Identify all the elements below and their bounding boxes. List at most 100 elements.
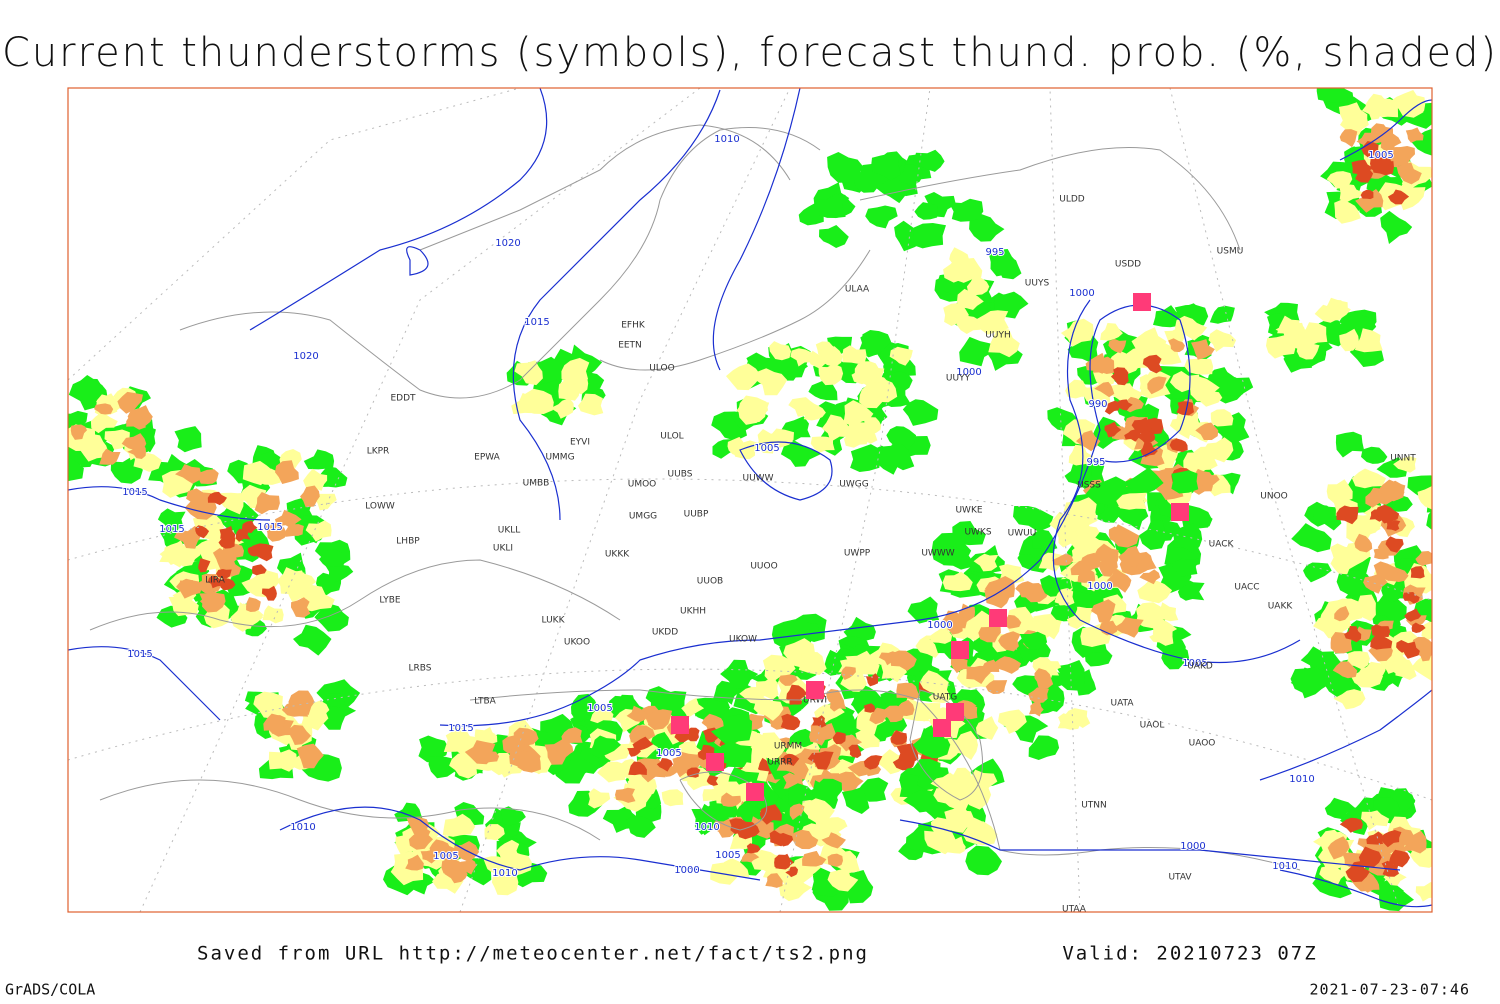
station-label: UAKD: [1187, 662, 1213, 672]
shading-cell: [324, 561, 354, 583]
station-label: UTAV: [1168, 873, 1192, 883]
shading-cell: [1324, 797, 1356, 820]
shading-cell: [445, 731, 470, 751]
shading-cell: [242, 520, 258, 534]
shading-cell: [1173, 522, 1203, 554]
shading-cell: [1415, 551, 1432, 566]
shading-cell: [159, 540, 194, 565]
station-label: UMBB: [523, 479, 550, 489]
shading-cell: [818, 363, 844, 386]
shading-cell: [300, 753, 342, 782]
shading-cell: [250, 543, 274, 562]
shading-cell: [950, 656, 969, 674]
isobar-label: 995: [1086, 457, 1105, 468]
shading-cell: [300, 485, 320, 508]
shading-cell: [808, 350, 830, 369]
shading-cell: [1139, 569, 1161, 585]
shading-cell: [1373, 545, 1390, 560]
coastlines-borders: [89, 124, 1301, 871]
shading-cell: [1303, 562, 1332, 583]
thunderstorm-symbol: [1171, 503, 1189, 521]
shading-cell: [1117, 506, 1149, 531]
shading-cell: [303, 468, 328, 491]
station-label: UWGG: [839, 480, 868, 490]
isobar-label: 1015: [257, 522, 282, 533]
shading-cell: [288, 690, 315, 715]
station-label: UATG: [933, 693, 958, 703]
shading-cell: [1028, 687, 1049, 704]
shading-cell: [1176, 401, 1194, 416]
source-url: Saved from URL http://meteocenter.net/fa…: [197, 943, 869, 965]
shading-cell: [126, 411, 146, 430]
shading-cell: [947, 730, 978, 760]
isobar-label: 1000: [1087, 581, 1112, 592]
shading-cell: [865, 673, 879, 687]
shading-cell: [1153, 305, 1184, 328]
shading-cell: [1354, 328, 1383, 353]
shading-cell: [268, 749, 297, 772]
station-label: UAKK: [1268, 602, 1294, 612]
shading-cell: [418, 735, 449, 763]
shading-cell: [656, 758, 673, 772]
shading-cell: [1028, 735, 1060, 760]
shading-cell: [1415, 882, 1432, 902]
shading-cell: [216, 569, 232, 579]
isobar-label: 1005: [754, 443, 779, 454]
isobar-label: 1015: [122, 487, 147, 498]
shading-cell: [1297, 322, 1328, 347]
station-label: LRBS: [409, 664, 432, 674]
shading-cell: [1336, 505, 1359, 525]
shading-cell: [502, 851, 532, 877]
isobar-label: 1005: [1368, 150, 1393, 161]
station-label: UMGG: [629, 512, 657, 522]
shading-cell: [1362, 102, 1384, 120]
shading-cell: [1385, 536, 1404, 553]
station-label: USMU: [1217, 247, 1244, 257]
shading-cell: [588, 788, 611, 809]
shading-cell: [1402, 830, 1427, 854]
shading-cell: [769, 341, 792, 361]
shading-cell: [626, 705, 649, 722]
shading-cell: [1387, 656, 1411, 676]
shading-cell: [924, 826, 956, 855]
shading-cell: [706, 775, 719, 786]
station-label: URMM: [774, 742, 802, 752]
shading-cell: [442, 813, 476, 837]
shading-cell: [1396, 162, 1422, 185]
station-label: UKOW: [729, 635, 757, 645]
shading-cell: [686, 767, 701, 778]
station-label: ULDD: [1059, 195, 1085, 205]
shading-cell: [1363, 876, 1380, 893]
credit: GrADS/COLA: [5, 981, 95, 999]
shading-cell: [1108, 526, 1128, 542]
shading-cell: [265, 522, 287, 542]
shading-cell: [1107, 567, 1132, 593]
station-label: USSS: [1077, 481, 1101, 491]
shading-cell: [638, 705, 663, 723]
shading-cell: [406, 817, 429, 835]
shading-cell: [420, 850, 437, 864]
shading-cell: [871, 153, 901, 181]
shading-cell: [942, 571, 973, 592]
station-label: EPWA: [474, 453, 501, 463]
shading-cell: [710, 714, 753, 747]
shading-cell: [859, 381, 888, 409]
shading-cell: [863, 755, 883, 770]
shading-cell: [1169, 413, 1200, 440]
station-label: UUOB: [697, 577, 723, 587]
shading-cell: [737, 821, 760, 840]
shading-cell: [1343, 113, 1368, 130]
isobar-label: 1020: [495, 238, 520, 249]
isobar-label: 1010: [492, 868, 517, 879]
shading-cell: [300, 584, 335, 612]
isobar-label: 1000: [674, 865, 699, 876]
isobar-label: 995: [985, 247, 1004, 258]
shading-cell: [1431, 579, 1432, 580]
shading-cell: [174, 426, 202, 453]
shading-cell: [1333, 689, 1366, 710]
shading-cell: [1056, 528, 1079, 548]
shading-cell: [939, 546, 972, 570]
shading-cell: [865, 205, 898, 229]
shading-cell: [454, 841, 480, 862]
isobar-label: 1005: [1182, 658, 1207, 669]
